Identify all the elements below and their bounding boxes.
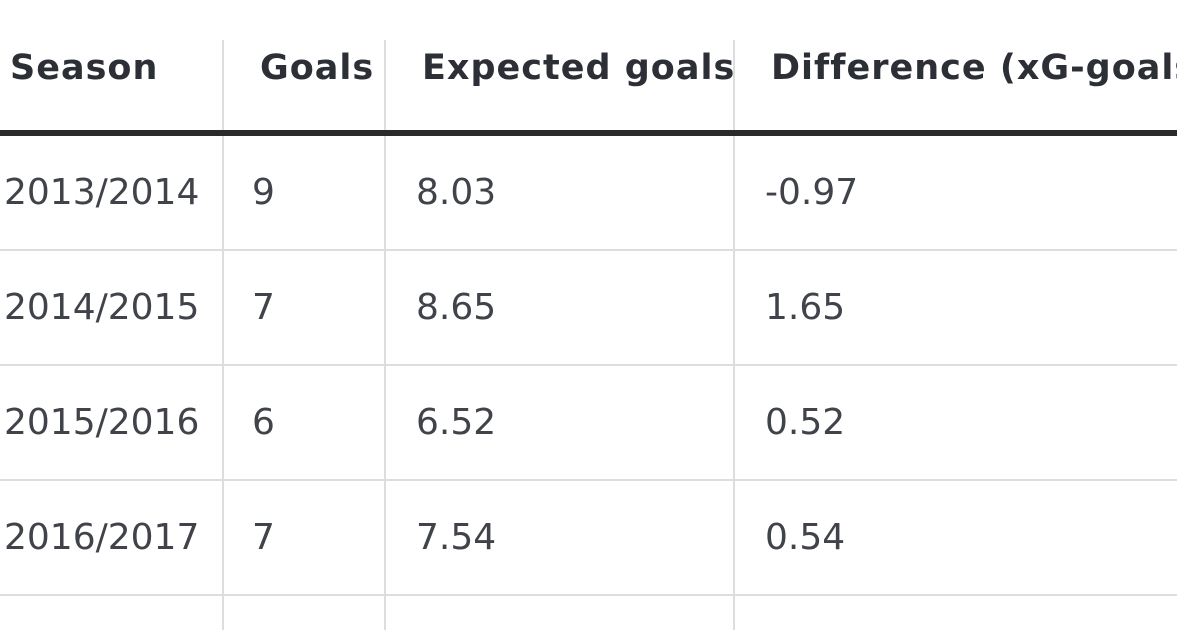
header-expected-goals-label: Expected goals xyxy=(422,48,734,88)
table-row: 2015/2016 6 6.52 0.52 xyxy=(0,365,1177,481)
cell-season: 2016/2017 xyxy=(0,480,223,596)
cell-difference: 0.54 xyxy=(733,480,1177,596)
cell-goals: 9 xyxy=(222,133,385,251)
xg-stats-table: Season Goals Expected goals Difference (… xyxy=(0,40,1177,630)
cell-season: 2014/2015 xyxy=(0,250,223,366)
header-goals-label: Goals xyxy=(260,48,375,88)
table-row-partial xyxy=(0,595,1177,630)
header-goals: Goals xyxy=(222,40,385,136)
cell-empty xyxy=(0,595,223,630)
cell-season: 2013/2014 xyxy=(0,133,223,251)
cell-expected-goals: 7.54 xyxy=(384,480,734,596)
table-header: Season Goals Expected goals Difference (… xyxy=(0,40,1177,136)
cell-goals: 7 xyxy=(222,480,385,596)
header-season-label: Season xyxy=(10,48,159,88)
cell-expected-goals: 6.52 xyxy=(384,365,734,481)
cell-difference: 1.65 xyxy=(733,250,1177,366)
header-row: Season Goals Expected goals Difference (… xyxy=(0,40,1177,136)
cell-difference: 0.52 xyxy=(733,365,1177,481)
cell-expected-goals: 8.65 xyxy=(384,250,734,366)
header-season: Season xyxy=(0,40,223,136)
cell-difference: -0.97 xyxy=(733,133,1177,251)
cell-empty xyxy=(733,595,1177,630)
table-row: 2014/2015 7 8.65 1.65 xyxy=(0,250,1177,366)
table-row: 2016/2017 7 7.54 0.54 xyxy=(0,480,1177,596)
header-difference-label: Difference (xG-goals) xyxy=(771,48,1177,88)
cell-goals: 6 xyxy=(222,365,385,481)
header-expected-goals: Expected goals xyxy=(384,40,734,136)
table-row: 2013/2014 9 8.03 -0.97 xyxy=(0,133,1177,251)
cell-empty xyxy=(384,595,734,630)
cell-goals: 7 xyxy=(222,250,385,366)
header-difference: Difference (xG-goals) xyxy=(733,40,1177,136)
cell-expected-goals: 8.03 xyxy=(384,133,734,251)
cell-empty xyxy=(222,595,385,630)
cell-season: 2015/2016 xyxy=(0,365,223,481)
table-body: 2013/2014 9 8.03 -0.97 2014/2015 7 8.65 … xyxy=(0,133,1177,630)
